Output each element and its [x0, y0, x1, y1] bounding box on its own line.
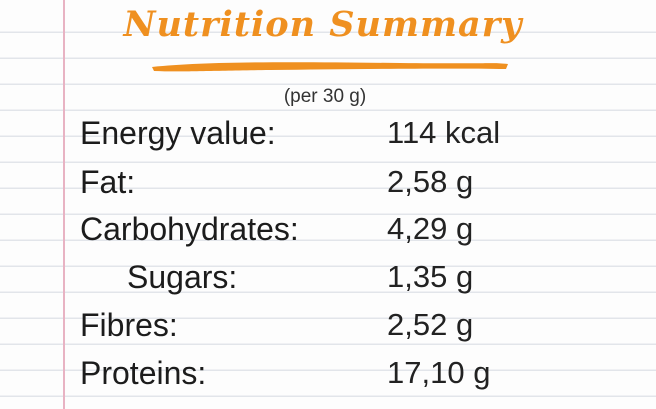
brush-underline-icon [152, 62, 508, 72]
nutrient-row: Proteins: 17,10 g [0, 351, 656, 395]
nutrient-row: Energy value: 114 kcal [0, 111, 656, 155]
nutrient-value: 4,29 g [387, 211, 474, 246]
nutrient-label: Energy value: [80, 115, 276, 151]
nutrient-label: Carbohydrates: [80, 211, 299, 247]
nutrient-row: Fibres: 2,52 g [0, 303, 656, 347]
nutrient-label: Proteins: [80, 355, 207, 391]
serving-size: (per 30 g) [283, 86, 367, 107]
nutrient-value: 114 kcal [387, 115, 501, 150]
nutrient-row: Carbohydrates: 4,29 g [0, 207, 656, 251]
page-title: Nutrition Summary [123, 4, 523, 45]
notebook-margin-line [63, 0, 65, 409]
nutrient-row: Sugars: 1,35 g [0, 255, 656, 299]
nutrient-label: Fat: [80, 164, 136, 200]
nutrient-value: 2,58 g [387, 164, 474, 199]
nutrient-label: Fibres: [80, 307, 178, 343]
nutrient-value: 2,52 g [387, 307, 474, 342]
nutrient-sublabel: Sugars: [127, 259, 238, 295]
nutrient-value: 1,35 g [387, 259, 474, 294]
nutrient-value: 17,10 g [387, 355, 491, 390]
nutrient-row: Fat: 2,58 g [0, 160, 656, 204]
